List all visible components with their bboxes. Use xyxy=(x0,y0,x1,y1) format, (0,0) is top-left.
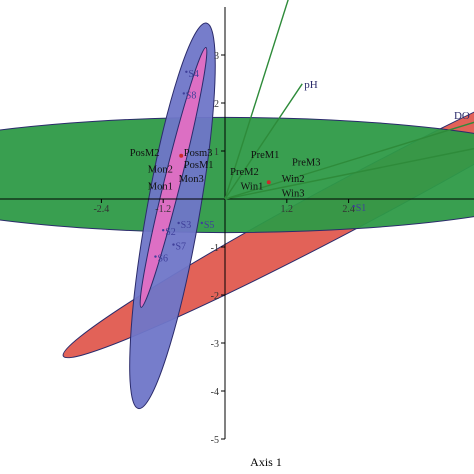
site-label: S5 xyxy=(204,220,215,231)
vector-do xyxy=(224,121,474,200)
vector-label: DO xyxy=(454,110,470,122)
y-tick-label: 3 xyxy=(214,51,219,62)
y-tick-label: 2 xyxy=(214,99,219,110)
vector-unlabeled xyxy=(224,147,474,200)
sample-label: Mon2 xyxy=(148,165,173,176)
site-label: S8 xyxy=(186,90,197,101)
y-tick-label: -3 xyxy=(211,339,219,350)
sample-label: PreM2 xyxy=(230,167,259,178)
x-tick-label: 1.2 xyxy=(281,204,294,215)
site-label: S7 xyxy=(176,242,187,253)
sample-label: Mon3 xyxy=(179,174,204,185)
sample-label: Win1 xyxy=(240,181,263,192)
marked-point xyxy=(266,180,271,185)
site-label: S2 xyxy=(165,227,176,238)
site-label: S1 xyxy=(356,203,367,214)
group-ellipses xyxy=(0,22,474,410)
site-point xyxy=(154,255,157,258)
site-point xyxy=(177,221,180,225)
y-tick-label: 1 xyxy=(214,147,219,158)
sample-label: Posm3 xyxy=(184,148,213,159)
site-point xyxy=(182,92,185,95)
site-label: S6 xyxy=(157,254,168,265)
site-point xyxy=(172,243,175,246)
sample-label: PosM1 xyxy=(184,160,214,171)
marked-point xyxy=(179,153,184,158)
y-tick-label: -1 xyxy=(211,243,219,254)
y-tick-label: -4 xyxy=(211,387,219,398)
environmental-vectors: TranspHDO xyxy=(224,0,474,200)
vector-label: pH xyxy=(304,79,318,91)
vector-trans xyxy=(224,0,289,200)
site-point xyxy=(185,70,188,74)
y-tick-label: -2 xyxy=(211,291,219,302)
site-point xyxy=(162,229,165,232)
sample-label: Mon1 xyxy=(148,181,173,192)
site-label: S3 xyxy=(181,220,192,231)
x-axis-title: Axis 1 xyxy=(250,455,282,469)
site-point xyxy=(200,221,204,225)
sample-label: PreM1 xyxy=(251,150,280,161)
x-tick-label: -1.2 xyxy=(155,204,171,215)
sample-label: Win3 xyxy=(282,189,305,200)
ellipse-pink xyxy=(139,46,208,308)
axes xyxy=(0,7,474,439)
vector-ph xyxy=(224,83,303,200)
x-tick-label: -2.4 xyxy=(93,204,109,215)
sample-label: PreM3 xyxy=(292,157,321,168)
sample-label: PosM2 xyxy=(130,148,160,159)
y-tick-label: -5 xyxy=(211,435,219,446)
site-label: S4 xyxy=(188,69,199,80)
axis-ticks: -2.4 -1.2 1.2 2.4 -5 -4 -3 -2 -1 1 2 3 xyxy=(93,51,354,446)
sample-label: Win2 xyxy=(282,174,305,185)
x-tick-label: 2.4 xyxy=(342,204,355,215)
site-point xyxy=(352,205,355,208)
